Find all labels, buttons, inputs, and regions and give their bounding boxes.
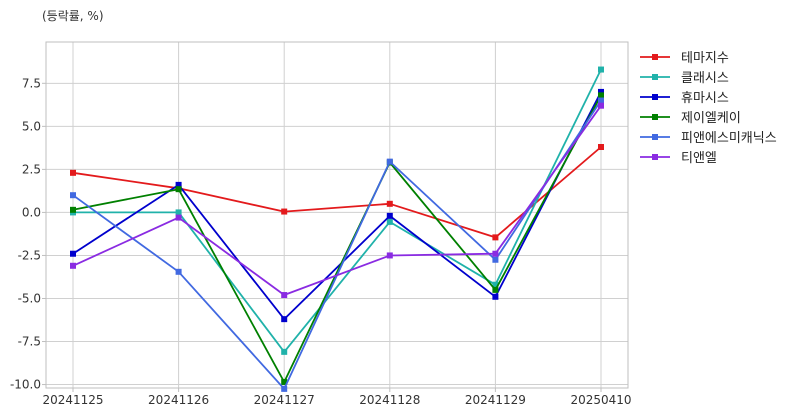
y-tick-label: 2.5 [22, 162, 41, 176]
x-tick-label: 20241129 [465, 393, 526, 407]
data-point-marker [598, 102, 604, 109]
series-1 [70, 66, 604, 355]
data-point-marker [386, 212, 393, 219]
data-point-marker [598, 88, 604, 95]
series-line [72, 94, 602, 383]
series-line [72, 105, 602, 296]
legend-label: 티앤엘 [681, 151, 717, 166]
data-point-marker [386, 252, 393, 259]
data-point-marker [70, 250, 76, 257]
data-point-marker [281, 385, 288, 392]
data-point-marker [598, 66, 604, 73]
data-point-marker [175, 209, 182, 216]
legend-item[interactable]: 티앤엘 [640, 151, 717, 166]
legend-marker-swatch [652, 134, 658, 140]
data-point-marker [281, 292, 288, 299]
plot-area-frame [45, 41, 629, 389]
data-point-marker [492, 256, 499, 263]
series-line [73, 69, 602, 353]
data-point-marker [386, 218, 393, 225]
y-tick-label: -10.0 [10, 378, 41, 392]
x-tick-label: 20241127 [254, 393, 315, 407]
data-point-marker [70, 169, 76, 176]
y-tick-label: 5.0 [22, 119, 41, 133]
x-tick-label: 20241125 [42, 393, 103, 407]
legend-marker-swatch [652, 74, 658, 80]
data-point-marker [386, 200, 393, 207]
data-point-marker [175, 268, 182, 275]
legend-marker-swatch [652, 94, 658, 100]
data-point-marker [70, 192, 76, 199]
series-line [72, 91, 602, 321]
legend-marker-swatch [652, 154, 658, 160]
data-point-marker [281, 316, 288, 323]
legend-item[interactable]: 제이엘케이 [640, 111, 741, 126]
legend-item[interactable]: 테마지수 [640, 51, 729, 66]
data-point-marker [70, 262, 76, 269]
data-point-marker [492, 286, 499, 293]
series-5 [70, 102, 604, 299]
x-axis-ticks: 20241125 20241126 20241127 20241128 20241129… [42, 388, 632, 407]
legend-label: 제이엘케이 [681, 111, 741, 126]
y-axis-label: (등락률, %) [42, 9, 104, 23]
legend-label: 휴마시스 [681, 91, 729, 106]
data-point-marker [492, 281, 499, 288]
y-tick-label: 0.0 [22, 205, 41, 219]
legend-item[interactable]: 클래시스 [640, 71, 729, 86]
data-point-marker [281, 378, 288, 385]
data-point-marker [598, 144, 604, 151]
y-tick-label: -2.5 [18, 248, 41, 262]
x-tick-label: 20250410 [570, 393, 631, 407]
data-point-marker [492, 293, 499, 300]
y-tick-label: 7.5 [22, 76, 41, 90]
legend-label: 테마지수 [681, 51, 729, 66]
y-axis-ticks: 7.5 5.0 2.5 0.0 -2.5 -5.0 -7.5 -10.0 [10, 76, 46, 392]
y-tick-label: -5.0 [18, 291, 41, 305]
data-point-marker [281, 348, 288, 355]
grid [46, 42, 628, 388]
data-point-marker [175, 214, 182, 221]
data-point-marker [175, 181, 182, 188]
data-point-marker [492, 234, 499, 241]
series-2 [70, 88, 604, 323]
legend-marker-swatch [652, 54, 658, 60]
data-point-marker [175, 186, 182, 193]
data-point-marker [386, 158, 393, 165]
legend-label: 피앤에스미캐닉스 [681, 131, 777, 146]
legend-item[interactable]: 피앤에스미캐닉스 [640, 131, 777, 146]
data-point-marker [281, 208, 288, 215]
y-tick-label: -7.5 [18, 335, 41, 349]
legend-label: 클래시스 [681, 71, 729, 86]
series-lines [70, 66, 604, 392]
x-tick-label: 20241126 [148, 393, 209, 407]
data-point-marker [598, 97, 604, 104]
legend-item[interactable]: 휴마시스 [640, 91, 729, 106]
legend-marker-swatch [652, 114, 658, 120]
data-point-marker [492, 250, 499, 257]
x-tick-label: 20241128 [359, 393, 420, 407]
series-4 [70, 97, 604, 392]
data-point-marker [70, 206, 76, 213]
data-point-marker [598, 92, 604, 99]
series-line [72, 146, 602, 239]
